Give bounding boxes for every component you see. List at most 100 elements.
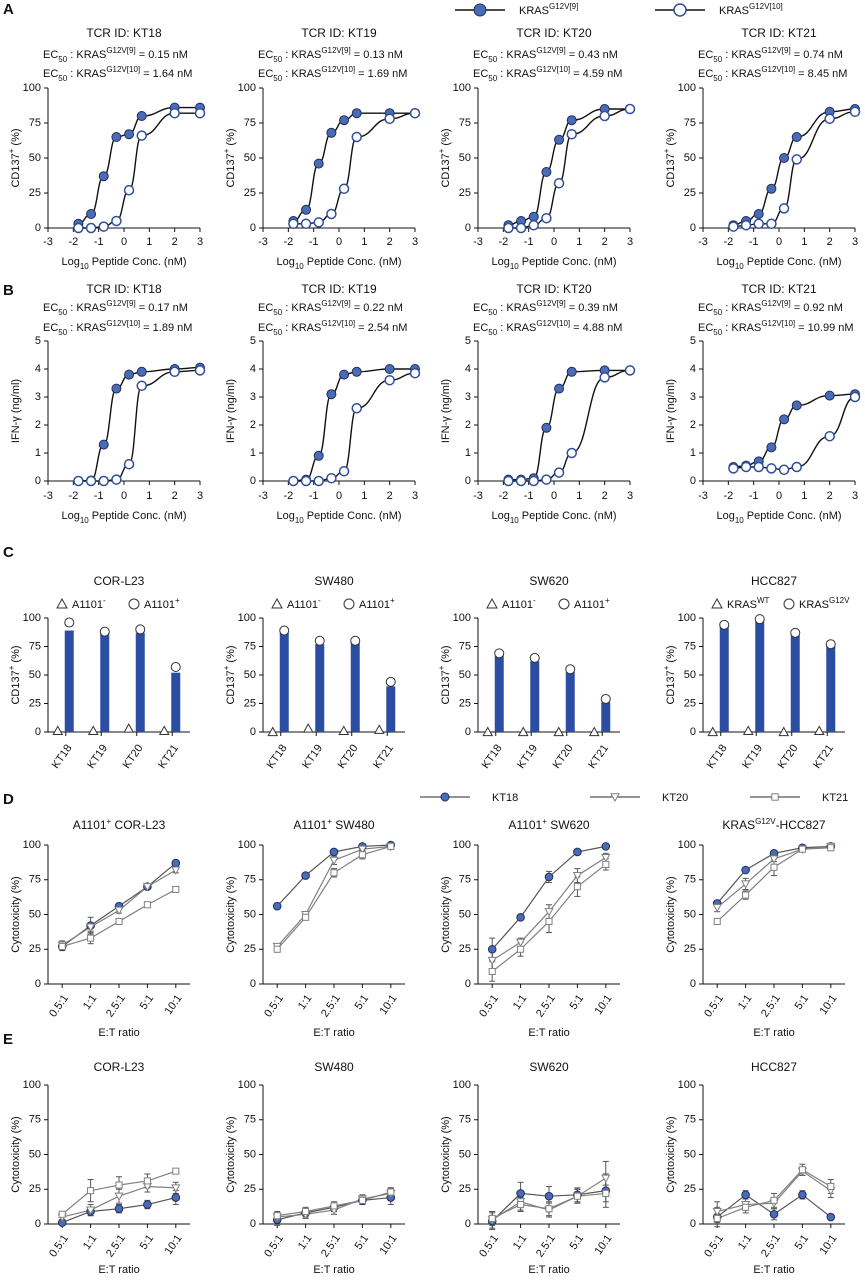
annotation: EC50 : KRASG12V[9] = 0.39 nM <box>473 299 618 317</box>
y-tick-label: 100 <box>678 1079 696 1091</box>
superscript: G12V <box>755 817 776 826</box>
marker <box>111 132 122 142</box>
x-tick-label: 1 <box>146 490 152 502</box>
marker <box>827 844 835 852</box>
x-tick-label: -3 <box>698 236 708 248</box>
annotation: EC50 : KRASG12V[9] = 0.17 nM <box>43 299 188 317</box>
x-tick-label: 2 <box>602 236 608 248</box>
subscript: 50 <box>488 328 497 337</box>
marker <box>515 475 527 487</box>
y-tick-label: 0 <box>35 726 41 738</box>
text-part: = 0.22 nM <box>351 302 403 314</box>
text-part: : KRAS <box>722 322 761 334</box>
panel-label: A <box>3 1 14 18</box>
annotation: EC50 : KRASG12V[9] = 0.92 nM <box>698 299 843 317</box>
marker <box>624 103 636 115</box>
y-tick-label: 25 <box>244 187 256 199</box>
marker <box>357 845 368 854</box>
marker <box>599 110 610 122</box>
text-part: = 10.99 nM <box>795 322 853 334</box>
y-tick-label: 100 <box>238 839 256 851</box>
marker <box>350 635 361 646</box>
x-axis-label: Log10 Peptide Conc. (nM) <box>61 256 186 271</box>
x-tick-label: KT20 <box>551 743 576 771</box>
marker <box>529 652 540 663</box>
superscript: G12V[10] <box>106 319 140 328</box>
marker <box>827 1182 835 1191</box>
x-axis-label: E:T ratio <box>528 1027 569 1039</box>
y-tick-label: 4 <box>250 363 256 375</box>
marker <box>600 693 611 704</box>
superscript: G12V[10] <box>749 2 783 11</box>
marker <box>544 1191 554 1201</box>
marker <box>338 465 350 477</box>
marker <box>339 369 350 380</box>
y-tick-label: 50 <box>684 152 696 164</box>
x-tick-label: -2 <box>498 236 508 248</box>
x-tick-label: 0.5:1 <box>477 993 501 1020</box>
marker <box>599 372 610 383</box>
fit-curve <box>733 108 856 226</box>
marker <box>486 597 498 609</box>
y-tick-label: 25 <box>684 697 696 709</box>
superscript: + <box>107 817 112 826</box>
x-axis-label: E:T ratio <box>753 1027 794 1039</box>
marker <box>791 132 802 142</box>
y-tick-label: 75 <box>684 117 696 129</box>
marker <box>135 624 146 635</box>
superscript: G12V[10] <box>536 319 570 328</box>
marker <box>712 904 722 913</box>
subscript: 50 <box>713 55 722 64</box>
superscript: G12V[9] <box>549 2 578 11</box>
bar <box>64 630 74 732</box>
y-tick-label: 25 <box>244 697 256 709</box>
marker <box>99 626 110 637</box>
chart-title: TCR ID: KT21 <box>741 282 817 296</box>
x-tick-label: 2.5:1 <box>759 993 783 1020</box>
fit-curve <box>293 112 416 225</box>
marker <box>742 1203 750 1211</box>
marker <box>719 619 730 630</box>
text-part: = 0.74 nM <box>791 49 843 61</box>
marker <box>566 115 577 126</box>
marker <box>791 461 802 473</box>
marker <box>111 474 122 485</box>
x-tick-label: 5:1 <box>568 993 587 1012</box>
text-part: COR-L23 <box>111 818 165 832</box>
bar <box>565 671 575 732</box>
y-tick-label: 3 <box>465 391 471 403</box>
x-tick-label: -2 <box>283 490 293 502</box>
marker <box>98 221 109 232</box>
text-part: : KRAS <box>282 68 321 80</box>
marker <box>273 1212 281 1220</box>
x-tick-label: 10:1 <box>163 1233 185 1257</box>
marker <box>769 855 779 864</box>
y-axis-label: IFN-γ (ng/ml) <box>10 379 22 443</box>
subscript: 50 <box>713 74 722 83</box>
text-part: = 1.69 nM <box>355 68 407 80</box>
marker <box>554 383 565 394</box>
x-tick-label: KT21 <box>811 743 836 771</box>
marker <box>813 725 825 735</box>
x-axis-label: E:T ratio <box>528 1264 569 1276</box>
annotation: EC50 : KRASG12V[9] = 0.15 nM <box>43 46 188 64</box>
marker <box>87 725 99 735</box>
y-tick-label: 1 <box>35 447 41 459</box>
y-tick-label: 75 <box>244 640 256 652</box>
marker <box>766 463 777 474</box>
marker <box>123 458 135 470</box>
legend-label: A1101+ <box>574 596 610 611</box>
y-tick-label: 50 <box>244 908 256 920</box>
y-tick-label: 2 <box>250 419 256 431</box>
y-tick-label: 5 <box>250 335 256 347</box>
y-tick-label: 75 <box>684 1114 696 1126</box>
text-part: (%) <box>440 645 452 665</box>
marker <box>351 108 362 119</box>
x-tick-label: -2 <box>283 236 293 248</box>
y-tick-label: 0 <box>465 1218 471 1230</box>
y-tick-label: 100 <box>23 82 41 94</box>
superscript: + <box>327 817 332 826</box>
panel-label: B <box>3 282 14 299</box>
x-tick-label: -1 <box>524 236 534 248</box>
